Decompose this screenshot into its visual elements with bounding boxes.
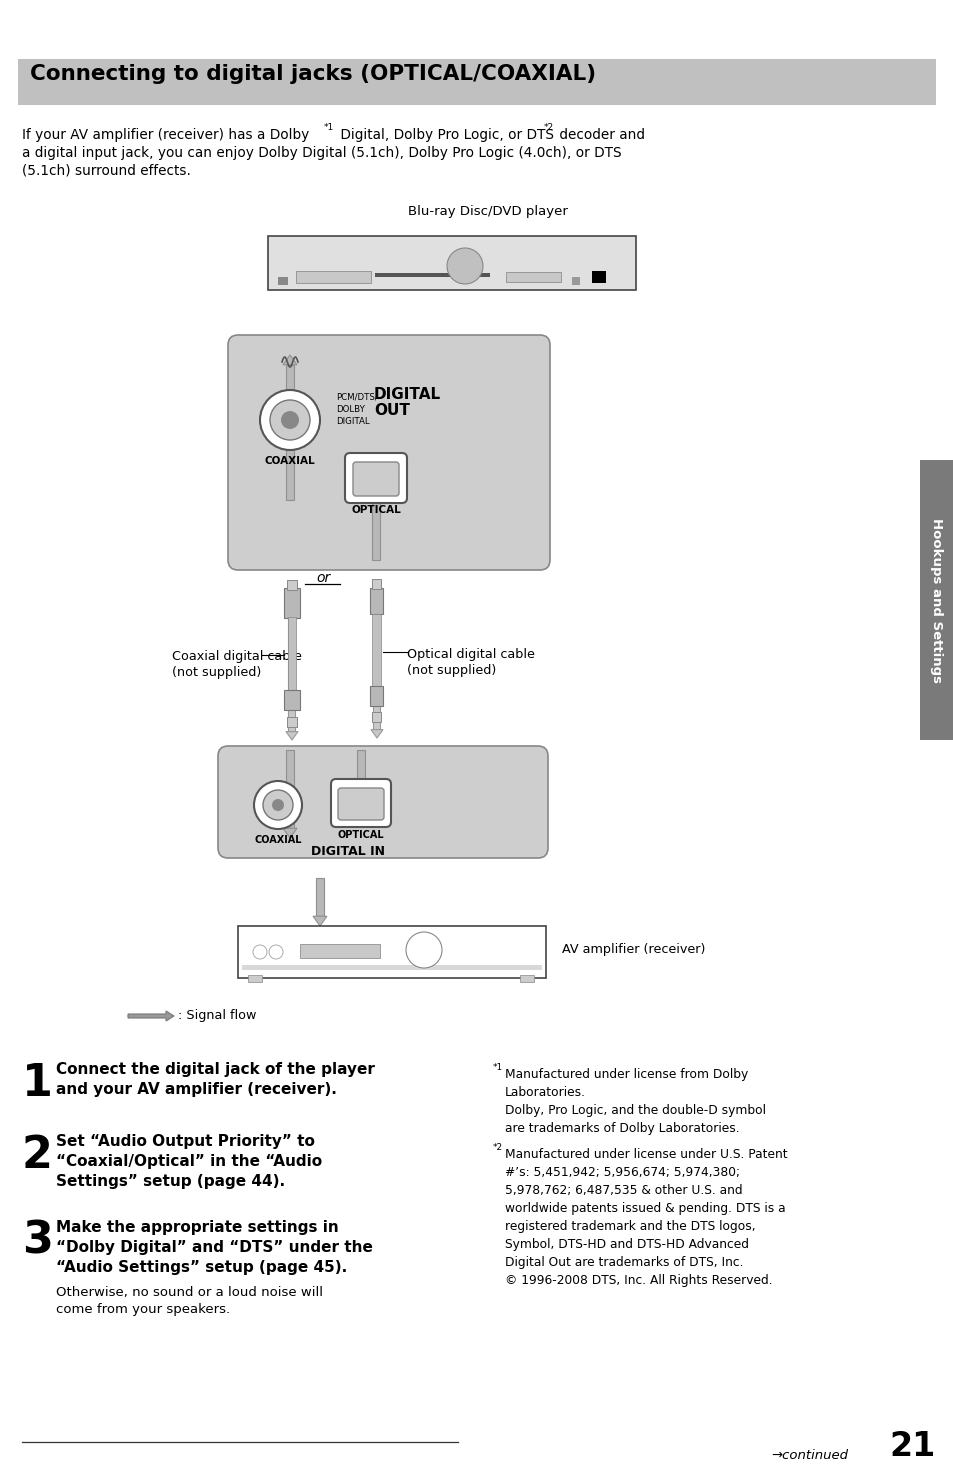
Bar: [370, 587, 382, 614]
Bar: [288, 617, 295, 696]
Text: Digital, Dolby Pro Logic, or DTS: Digital, Dolby Pro Logic, or DTS: [335, 128, 554, 142]
Bar: [287, 580, 296, 590]
Text: DOLBY: DOLBY: [335, 405, 364, 414]
Bar: [295, 271, 371, 283]
Bar: [242, 965, 541, 970]
Bar: [375, 273, 490, 277]
Text: DIGITAL: DIGITAL: [335, 417, 369, 426]
Text: 3: 3: [22, 1221, 52, 1264]
Text: PCM/DTS/: PCM/DTS/: [335, 393, 377, 402]
Text: (not supplied): (not supplied): [407, 664, 496, 678]
FancyBboxPatch shape: [353, 463, 398, 495]
Text: or: or: [315, 571, 330, 584]
Bar: [572, 277, 579, 285]
Circle shape: [263, 790, 293, 820]
Bar: [237, 925, 545, 977]
Bar: [372, 578, 380, 589]
Polygon shape: [354, 816, 368, 825]
Text: Manufactured under license under U.S. Patent
#’s: 5,451,942; 5,956,674; 5,974,38: Manufactured under license under U.S. Pa…: [504, 1148, 787, 1287]
Bar: [372, 475, 379, 561]
Polygon shape: [369, 466, 382, 475]
Circle shape: [253, 945, 267, 960]
Text: DIGITAL: DIGITAL: [374, 387, 440, 402]
Bar: [372, 712, 380, 722]
Circle shape: [447, 248, 482, 285]
Text: : Signal flow: : Signal flow: [178, 1010, 256, 1022]
Text: 21: 21: [889, 1430, 935, 1464]
Text: a digital input jack, you can enjoy Dolby Digital (5.1ch), Dolby Pro Logic (4.0c: a digital input jack, you can enjoy Dolb…: [22, 145, 621, 160]
Bar: [286, 750, 294, 828]
Bar: [919, 460, 953, 740]
Text: Connect the digital jack of the player
and your AV amplifier (receiver).: Connect the digital jack of the player a…: [56, 1062, 375, 1097]
Bar: [370, 687, 382, 706]
Text: If your AV amplifier (receiver) has a Dolby: If your AV amplifier (receiver) has a Do…: [22, 128, 309, 142]
Bar: [284, 587, 299, 618]
Bar: [356, 750, 365, 816]
Text: OPTICAL: OPTICAL: [351, 506, 400, 515]
FancyBboxPatch shape: [331, 779, 391, 828]
Circle shape: [260, 390, 319, 449]
Polygon shape: [313, 916, 327, 925]
Bar: [519, 974, 534, 982]
Text: COAXIAL: COAXIAL: [264, 455, 315, 466]
Text: Optical digital cable: Optical digital cable: [407, 648, 535, 661]
Polygon shape: [286, 731, 297, 740]
Text: OUT: OUT: [374, 403, 410, 418]
Text: decoder and: decoder and: [555, 128, 644, 142]
Bar: [248, 974, 262, 982]
Bar: [287, 716, 296, 727]
Circle shape: [281, 411, 298, 429]
Text: →continued: →continued: [770, 1449, 847, 1462]
Text: Make the appropriate settings in
“Dolby Digital” and “DTS” under the
“Audio Sett: Make the appropriate settings in “Dolby …: [56, 1221, 373, 1274]
Polygon shape: [371, 730, 382, 739]
Bar: [592, 271, 605, 283]
FancyBboxPatch shape: [228, 335, 550, 569]
Bar: [268, 236, 636, 291]
Circle shape: [270, 400, 310, 440]
FancyBboxPatch shape: [218, 746, 547, 859]
Circle shape: [253, 782, 302, 829]
Polygon shape: [283, 354, 296, 365]
Text: *2: *2: [543, 123, 554, 132]
Bar: [288, 618, 295, 731]
Text: 1: 1: [22, 1062, 53, 1105]
Text: OPTICAL: OPTICAL: [337, 830, 384, 839]
Bar: [18, 59, 935, 105]
Text: Blu-ray Disc/DVD player: Blu-ray Disc/DVD player: [408, 205, 567, 218]
Bar: [286, 365, 294, 500]
Bar: [374, 614, 380, 730]
Text: Coaxial digital cable: Coaxial digital cable: [172, 650, 301, 663]
Text: AV amplifier (receiver): AV amplifier (receiver): [561, 943, 704, 957]
Text: Set “Audio Output Priority” to
“Coaxial/Optical” in the “Audio
Settings” setup (: Set “Audio Output Priority” to “Coaxial/…: [56, 1134, 322, 1188]
Text: Connecting to digital jacks (OPTICAL/COAXIAL): Connecting to digital jacks (OPTICAL/COA…: [30, 64, 596, 85]
Circle shape: [272, 799, 284, 811]
Bar: [372, 614, 380, 690]
Circle shape: [269, 945, 283, 960]
Bar: [299, 945, 379, 958]
Text: (5.1ch) surround effects.: (5.1ch) surround effects.: [22, 165, 191, 178]
Circle shape: [406, 931, 441, 968]
Bar: [277, 277, 288, 285]
FancyArrow shape: [128, 1011, 173, 1020]
FancyBboxPatch shape: [345, 452, 407, 503]
Text: (not supplied): (not supplied): [172, 666, 261, 679]
Text: *1: *1: [493, 1063, 503, 1072]
Bar: [284, 690, 299, 710]
Text: Manufactured under license from Dolby
Laboratories.
Dolby, Pro Logic, and the do: Manufactured under license from Dolby La…: [504, 1068, 765, 1134]
FancyBboxPatch shape: [337, 787, 384, 820]
Polygon shape: [283, 828, 296, 838]
Text: DIGITAL IN: DIGITAL IN: [311, 845, 385, 859]
Text: Hookups and Settings: Hookups and Settings: [929, 518, 943, 682]
Bar: [315, 878, 324, 916]
Text: 2: 2: [22, 1134, 53, 1178]
Text: COAXIAL: COAXIAL: [254, 835, 301, 845]
Text: *1: *1: [324, 123, 334, 132]
Text: *2: *2: [493, 1143, 502, 1152]
Bar: [505, 271, 560, 282]
Text: Otherwise, no sound or a loud noise will
come from your speakers.: Otherwise, no sound or a loud noise will…: [56, 1286, 323, 1315]
